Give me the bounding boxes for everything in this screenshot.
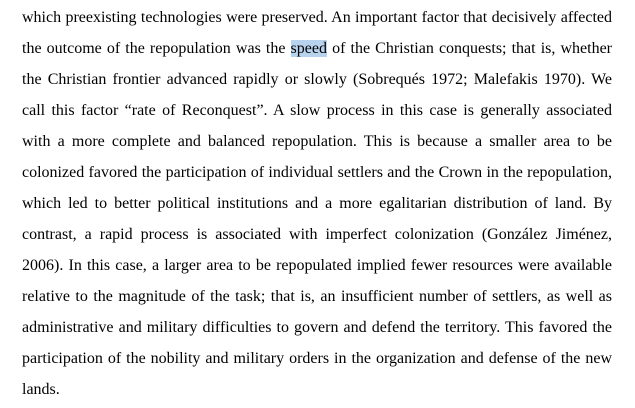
text-line: which led to better political institutio…	[22, 195, 612, 212]
text-line: call this factor “rate of Reconquest”. A…	[22, 102, 612, 119]
text-line: participation of the nobility and milita…	[22, 350, 612, 367]
text-line: 2006). In this case, a larger area to be…	[22, 257, 612, 274]
text-line: contrast, a rapid process is associated …	[22, 226, 612, 243]
text-segment: the outcome of the repopulation was the	[22, 40, 291, 57]
text-line: lands.	[22, 381, 60, 398]
text-line: colonized favored the participation of i…	[22, 164, 612, 181]
text-line: with a more complete and balanced repopu…	[22, 133, 612, 150]
text-line: relative to the magnitude of the task; t…	[22, 288, 612, 305]
text-line: administrative and military difficulties…	[22, 319, 612, 336]
document: which preexisting technologies were pres…	[22, 2, 612, 405]
text-segment: of the Christian conquests; that is, whe…	[326, 40, 613, 57]
text-line: the outcome of the repopulation was the …	[22, 33, 612, 64]
text-line: the Christian frontier advanced rapidly …	[22, 71, 612, 88]
text-line: which preexisting technologies were pres…	[22, 9, 612, 26]
selected-word: speed	[290, 40, 327, 57]
